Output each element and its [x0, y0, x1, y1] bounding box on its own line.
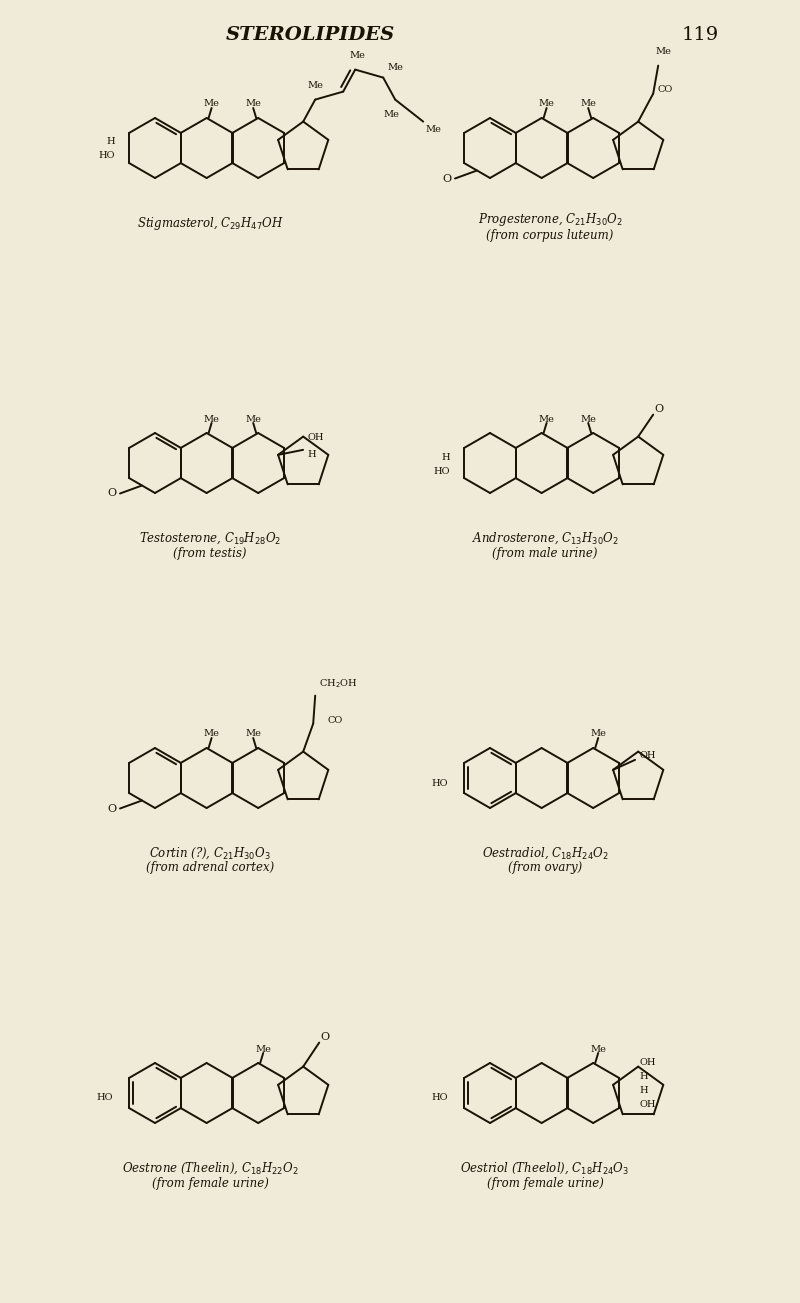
Text: Me: Me: [246, 730, 261, 739]
Text: Me: Me: [580, 414, 596, 423]
Text: 119: 119: [682, 26, 718, 44]
Text: O: O: [442, 173, 451, 184]
Text: HO: HO: [431, 1093, 448, 1102]
Text: O: O: [107, 489, 117, 499]
Text: Me: Me: [350, 51, 365, 60]
Text: O: O: [321, 1032, 330, 1041]
Text: Me: Me: [387, 63, 403, 72]
Text: Me: Me: [580, 99, 596, 108]
Text: HO: HO: [98, 151, 115, 160]
Text: Cortin (?), C$_{21}$H$_{30}$O$_3$: Cortin (?), C$_{21}$H$_{30}$O$_3$: [149, 846, 271, 861]
Text: (from adrenal cortex): (from adrenal cortex): [146, 861, 274, 874]
Text: Progesterone, C$_{21}$H$_{30}$O$_2$: Progesterone, C$_{21}$H$_{30}$O$_2$: [478, 211, 622, 228]
Text: Me: Me: [655, 47, 671, 56]
Text: H: H: [639, 1087, 648, 1096]
Text: Oestriol (Theelol), C$_{18}$H$_{24}$O$_3$: Oestriol (Theelol), C$_{18}$H$_{24}$O$_3…: [460, 1160, 630, 1175]
Text: OH: OH: [639, 1100, 655, 1109]
Text: Stigmasterol, C$_{29}$H$_{47}$OH: Stigmasterol, C$_{29}$H$_{47}$OH: [137, 215, 283, 232]
Text: STEROLIPIDES: STEROLIPIDES: [226, 26, 394, 44]
Text: (from female urine): (from female urine): [151, 1177, 269, 1190]
Text: (from female urine): (from female urine): [486, 1177, 603, 1190]
Text: Me: Me: [246, 414, 261, 423]
Text: Me: Me: [538, 414, 554, 423]
Text: Me: Me: [204, 414, 219, 423]
Text: Me: Me: [590, 1045, 606, 1054]
Text: OH: OH: [639, 1058, 655, 1067]
Text: H: H: [442, 452, 450, 461]
Text: HO: HO: [434, 466, 450, 476]
Text: Me: Me: [246, 99, 261, 108]
Text: Me: Me: [383, 109, 399, 119]
Text: Oestrone (Theelin), C$_{18}$H$_{22}$O$_2$: Oestrone (Theelin), C$_{18}$H$_{22}$O$_2…: [122, 1160, 298, 1175]
Text: Oestradiol, C$_{18}$H$_{24}$O$_2$: Oestradiol, C$_{18}$H$_{24}$O$_2$: [482, 846, 609, 861]
Text: HO: HO: [431, 778, 448, 787]
Text: O: O: [107, 804, 117, 813]
Text: H: H: [307, 451, 316, 460]
Text: CO: CO: [327, 717, 342, 724]
Text: CO: CO: [658, 85, 673, 94]
Text: Me: Me: [538, 99, 554, 108]
Text: OH: OH: [639, 752, 655, 761]
Text: Me: Me: [204, 730, 219, 739]
Text: (from testis): (from testis): [174, 546, 246, 559]
Text: Testosterone, C$_{19}$H$_{28}$O$_2$: Testosterone, C$_{19}$H$_{28}$O$_2$: [139, 530, 281, 546]
Text: H: H: [106, 138, 115, 146]
Text: Me: Me: [204, 99, 219, 108]
Text: CH$_2$OH: CH$_2$OH: [319, 678, 358, 691]
Text: Me: Me: [255, 1045, 271, 1054]
Text: Me: Me: [426, 125, 441, 134]
Text: Me: Me: [307, 81, 323, 90]
Text: OH: OH: [307, 434, 323, 442]
Text: O: O: [654, 404, 664, 413]
Text: (from corpus luteum): (from corpus luteum): [486, 228, 614, 241]
Text: H: H: [639, 1072, 648, 1081]
Text: Me: Me: [590, 730, 606, 739]
Text: (from ovary): (from ovary): [508, 861, 582, 874]
Text: HO: HO: [97, 1093, 113, 1102]
Text: Androsterone, C$_{13}$H$_{30}$O$_2$: Androsterone, C$_{13}$H$_{30}$O$_2$: [471, 530, 618, 546]
Text: (from male urine): (from male urine): [492, 546, 598, 559]
